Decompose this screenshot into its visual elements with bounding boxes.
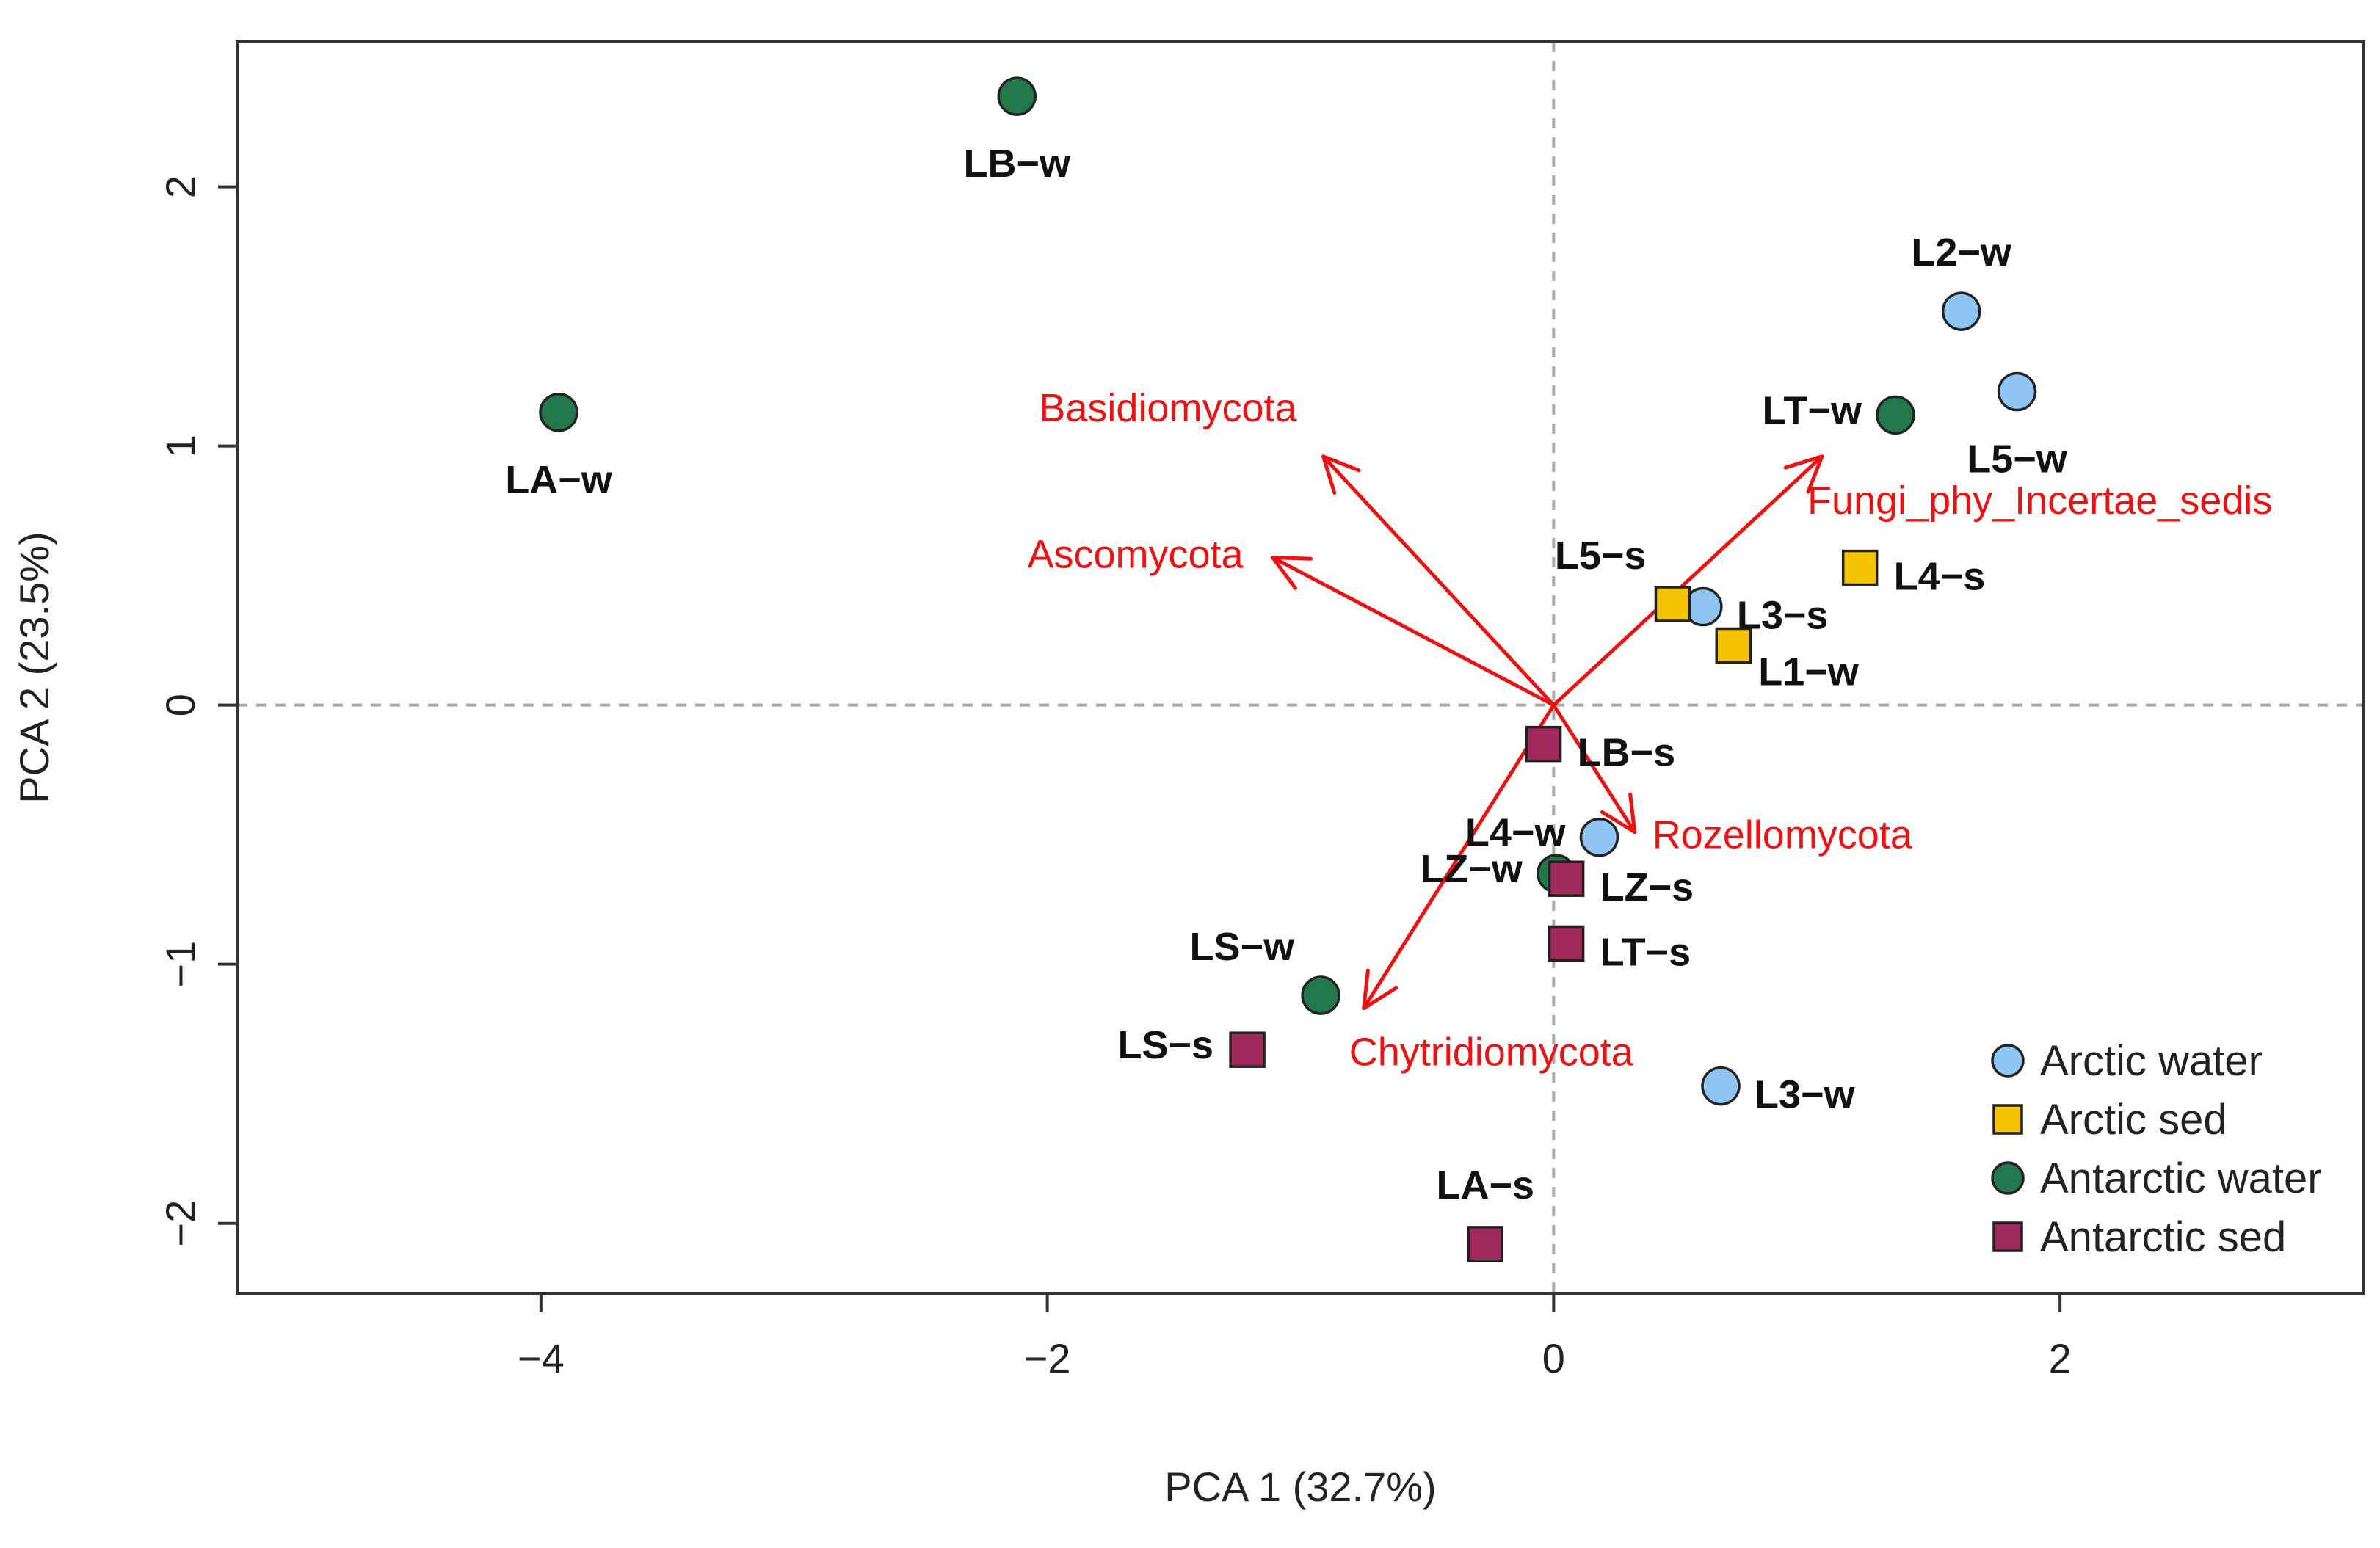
y-tick-label: 2 bbox=[157, 175, 203, 198]
point-label: L5−s bbox=[1555, 534, 1647, 578]
point-label: LS−w bbox=[1190, 925, 1296, 969]
y-tick-label: 0 bbox=[157, 694, 203, 716]
legend-entry-label: Antarctic sed bbox=[2040, 1213, 2286, 1261]
point-label: LT−w bbox=[1762, 388, 1862, 432]
point-label: LA−s bbox=[1436, 1163, 1534, 1207]
y-tick-label: −2 bbox=[157, 1200, 203, 1247]
point-marker bbox=[1997, 371, 2037, 412]
point-marker bbox=[1715, 627, 1752, 664]
vector-arrowhead bbox=[1362, 968, 1398, 1011]
point-marker bbox=[539, 393, 578, 432]
point-marker bbox=[1876, 395, 1915, 435]
point-marker bbox=[1301, 975, 1340, 1015]
point-marker bbox=[1941, 291, 1981, 331]
vector-arrowhead bbox=[1321, 454, 1361, 495]
vector-line bbox=[1271, 555, 1556, 708]
vector-line bbox=[1551, 703, 1637, 835]
y-tick-label: 1 bbox=[157, 435, 203, 457]
point-label: LZ−w bbox=[1420, 847, 1523, 891]
point-label: L1−w bbox=[1758, 650, 1860, 694]
loading-vectors: Basidiomycota Ascomycota Fungi_phy_Incerta… bbox=[1027, 386, 2272, 1075]
vector-label: Fungi_phy_Incertae_sedis bbox=[1807, 479, 2272, 523]
legend-marker bbox=[1991, 1044, 2025, 1078]
legend-entry-label: Antarctic water bbox=[2040, 1155, 2322, 1202]
point-marker bbox=[1701, 1066, 1741, 1106]
vector-label: Rozellomycota bbox=[1652, 813, 1913, 857]
point-label: LB−s bbox=[1578, 731, 1676, 775]
point-label: L2−w bbox=[1911, 230, 2012, 275]
point-label: LS−s bbox=[1117, 1023, 1213, 1067]
legend-marker bbox=[1992, 1104, 2023, 1135]
point-marker bbox=[1841, 549, 1879, 586]
point-label: LA−w bbox=[505, 458, 613, 502]
y-axis: −2 −1 0 1 2 bbox=[157, 175, 237, 1247]
point-marker bbox=[1525, 725, 1562, 763]
vector-line bbox=[1362, 703, 1556, 1011]
point-label: L3−s bbox=[1737, 594, 1829, 638]
y-axis-title: PCA 2 (23.5%) bbox=[11, 531, 57, 803]
vector-arrowhead bbox=[1271, 555, 1313, 590]
point-marker bbox=[1229, 1031, 1266, 1068]
point-marker bbox=[1579, 817, 1619, 857]
legend-marker bbox=[1991, 1161, 2025, 1195]
point-label: L4−s bbox=[1894, 555, 1986, 599]
plot-frame bbox=[236, 40, 2365, 1295]
x-axis-title: PCA 1 (32.7%) bbox=[1164, 1464, 1436, 1510]
point-marker bbox=[1548, 925, 1585, 962]
point-label: LT−s bbox=[1600, 930, 1691, 974]
point-marker bbox=[997, 76, 1037, 116]
x-tick-label: 2 bbox=[2049, 1335, 2072, 1381]
vector-label: Ascomycota bbox=[1027, 532, 1244, 576]
legend-entry-label: Arctic water bbox=[2040, 1037, 2263, 1085]
vector-arrowhead bbox=[1600, 792, 1637, 835]
point-label: L4−w bbox=[1465, 811, 1567, 855]
point-label: L3−w bbox=[1755, 1073, 1856, 1117]
point-label: LZ−s bbox=[1600, 865, 1694, 909]
point-marker bbox=[1467, 1226, 1504, 1262]
x-tick-label: −4 bbox=[518, 1335, 565, 1381]
y-tick-label: −1 bbox=[157, 941, 203, 988]
x-tick-label: −2 bbox=[1024, 1335, 1071, 1381]
point-marker bbox=[1548, 860, 1585, 897]
legend-entry-label: Arctic sed bbox=[2040, 1096, 2227, 1144]
point-label: L5−w bbox=[1967, 437, 2068, 482]
vector-label: Chytridiomycota bbox=[1349, 1031, 1634, 1075]
point-label: LB−w bbox=[963, 142, 1071, 186]
x-axis: −4 −2 0 2 bbox=[518, 1293, 2072, 1381]
point-marker bbox=[1654, 586, 1691, 622]
legend: Arctic water Arctic sed Antarctic water Ant… bbox=[1991, 1037, 2322, 1261]
vector-line bbox=[1321, 454, 1556, 708]
vector-label: Basidiomycota bbox=[1039, 386, 1297, 430]
vector-arrowhead bbox=[1783, 454, 1824, 494]
sample-points: LB−w LA−w LT−w LS−w LZ−w L2−w L5−w L3−s L4−w L3−w… bbox=[505, 76, 2068, 1262]
vector-line bbox=[1551, 454, 1824, 708]
x-tick-label: 0 bbox=[1542, 1335, 1565, 1381]
legend-marker bbox=[1992, 1221, 2023, 1252]
